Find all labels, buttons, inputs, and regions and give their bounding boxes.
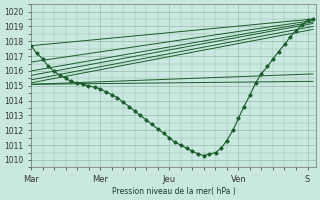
- X-axis label: Pression niveau de la mer( hPa ): Pression niveau de la mer( hPa ): [112, 187, 235, 196]
